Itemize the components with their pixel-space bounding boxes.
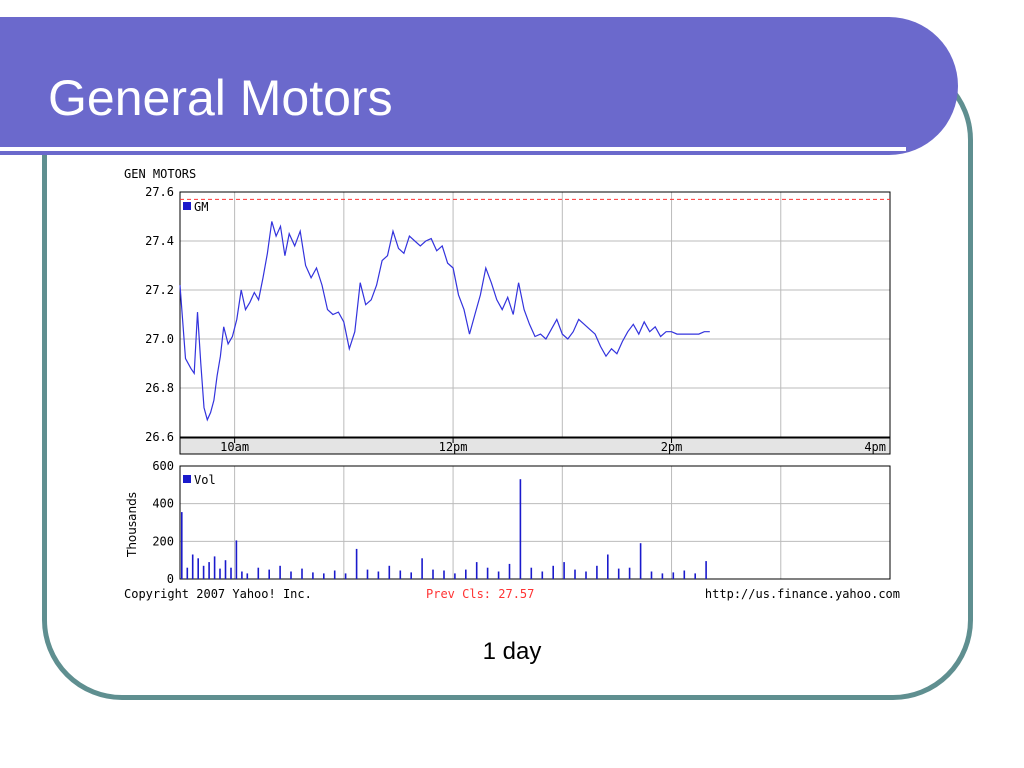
gm-legend-label: GM xyxy=(194,200,208,214)
volume-bar xyxy=(486,567,489,579)
volume-bar xyxy=(530,567,533,579)
volume-bar xyxy=(563,562,565,579)
volume-y-ticks: 600 400 200 0 xyxy=(152,459,174,586)
price-series-line xyxy=(179,221,710,422)
volume-bar xyxy=(596,565,598,579)
volume-plot-border xyxy=(179,465,891,580)
volume-bar xyxy=(366,569,369,579)
volume-bar xyxy=(585,571,587,579)
volume-bar xyxy=(399,570,402,579)
volume-bar xyxy=(454,573,456,579)
volume-bar xyxy=(541,571,544,579)
volume-bar xyxy=(672,572,675,579)
volume-bar xyxy=(421,558,423,579)
vol-legend-swatch xyxy=(183,475,191,483)
price-plot-border xyxy=(179,191,891,438)
volume-y-tick-label: 200 xyxy=(152,534,174,548)
volume-bar xyxy=(617,568,620,579)
volume-bar xyxy=(241,571,243,579)
volume-y-axis-label: Thousands xyxy=(125,492,139,558)
volume-bar xyxy=(224,560,227,579)
volume-bar xyxy=(197,558,199,579)
time-axis-tick-label: 4pm xyxy=(864,440,886,454)
volume-bar xyxy=(552,565,554,579)
price-y-tick-label: 26.8 xyxy=(145,381,174,395)
gm-legend-swatch xyxy=(183,202,191,210)
volume-bar xyxy=(312,572,314,579)
volume-bar xyxy=(388,565,391,579)
price-y-tick-label: 27.2 xyxy=(145,283,174,297)
volume-bar xyxy=(432,569,434,579)
volume-y-tick-label: 0 xyxy=(167,572,174,586)
copyright-text: Copyright 2007 Yahoo! Inc. xyxy=(124,587,312,601)
stock-chart-svg: GEN MOTORS 27.6 27.4 27.2 27.0 26.8 26.6 GM 1… xyxy=(124,167,900,601)
price-y-tick-label: 27.6 xyxy=(145,185,174,199)
slide-frame xyxy=(42,60,973,700)
volume-grid xyxy=(180,465,890,580)
price-y-tick-label: 27.0 xyxy=(145,332,174,346)
title-bar: General Motors xyxy=(0,17,958,155)
volume-bar xyxy=(628,567,631,579)
volume-bar xyxy=(377,571,380,579)
volume-bar xyxy=(465,569,467,579)
volume-bar xyxy=(443,570,445,579)
volume-bar xyxy=(235,540,238,579)
volume-bar xyxy=(186,567,189,579)
price-y-ticks: 27.6 27.4 27.2 27.0 26.8 26.6 xyxy=(145,185,174,444)
time-axis-ticks: 10am 12pm 2pm 4pm xyxy=(220,438,891,454)
vol-legend-label: Vol xyxy=(194,473,216,487)
time-axis-tick-label: 10am xyxy=(220,440,249,454)
volume-bar xyxy=(219,568,221,579)
volume-bar xyxy=(508,563,511,579)
volume-bar xyxy=(650,571,653,579)
volume-bars xyxy=(181,479,707,579)
price-grid xyxy=(180,191,890,438)
volume-bar xyxy=(355,548,358,579)
volume-bar xyxy=(607,554,609,579)
volume-bar xyxy=(191,554,194,579)
volume-bar xyxy=(181,512,183,579)
volume-bar xyxy=(683,570,686,579)
price-chart-title: GEN MOTORS xyxy=(124,167,196,181)
time-axis-tick-label: 2pm xyxy=(661,440,683,454)
title-underline xyxy=(0,147,906,151)
volume-y-tick-label: 400 xyxy=(152,497,174,511)
caption: 1 day xyxy=(482,638,542,665)
price-y-tick-label: 26.6 xyxy=(145,430,174,444)
volume-bar xyxy=(344,573,347,579)
yahoo-finance-url: http://us.finance.yahoo.com xyxy=(705,587,900,601)
volume-bar xyxy=(246,573,249,579)
volume-bar xyxy=(661,573,664,579)
time-axis-bar xyxy=(179,437,891,455)
volume-bar xyxy=(257,567,260,579)
volume-bar xyxy=(705,561,707,579)
volume-bar xyxy=(410,572,412,579)
volume-bar xyxy=(497,571,500,579)
volume-bar xyxy=(639,543,642,579)
volume-bar xyxy=(290,571,292,579)
volume-bar xyxy=(208,562,210,579)
volume-bar xyxy=(333,570,336,579)
prev-close-text: Prev Cls: 27.57 xyxy=(426,587,534,601)
stock-chart: GEN MOTORS 27.6 27.4 27.2 27.0 26.8 26.6 GM 1… xyxy=(118,162,908,612)
volume-bar xyxy=(475,562,478,579)
volume-bar xyxy=(323,573,325,579)
slide-title: General Motors xyxy=(48,70,393,126)
volume-bar xyxy=(519,479,522,579)
volume-bar xyxy=(268,569,270,579)
volume-bar xyxy=(230,567,232,579)
volume-bar xyxy=(694,573,696,579)
volume-bar xyxy=(213,556,216,579)
volume-bar xyxy=(574,569,576,579)
time-axis-tick-label: 12pm xyxy=(439,440,468,454)
price-y-tick-label: 27.4 xyxy=(145,234,174,248)
volume-bar xyxy=(301,568,303,579)
volume-bar xyxy=(202,565,205,579)
volume-bar xyxy=(279,565,281,579)
volume-y-tick-label: 600 xyxy=(152,459,174,473)
